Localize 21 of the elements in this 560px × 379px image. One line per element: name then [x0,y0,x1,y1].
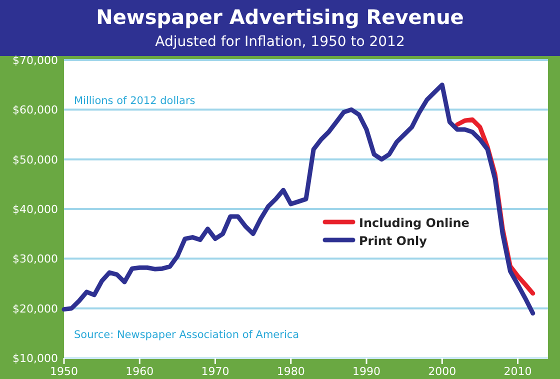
annotation: Millions of 2012 dollars [74,95,196,107]
y-tick-label: $70,000 [12,54,58,67]
x-tick-label: 1970 [201,365,230,378]
y-tick-label: $60,000 [12,104,58,117]
legend-label: Print Only [359,234,428,248]
x-tick-label: 1990 [352,365,380,378]
chart-subtitle: Adjusted for Inflation, 1950 to 2012 [155,34,405,50]
x-tick-label: 1960 [126,365,154,378]
y-tick-label: $20,000 [12,302,58,316]
line-series [62,82,536,316]
y-tick-label: $50,000 [12,153,58,166]
y-tick-label: $30,000 [12,252,58,266]
chart-title: Newspaper Advertising Revenue [96,5,464,29]
annotation: Source: Newspaper Association of America [74,329,300,341]
x-tick-label: 1980 [276,365,305,378]
x-tick-label: 1950 [50,365,78,378]
x-tick-label: 2000 [428,365,456,378]
legend-label: Including Online [359,216,470,230]
x-tick-label: 2010 [504,365,532,378]
y-tick-label: $40,000 [12,203,58,216]
y-tick-label: $10,000 [12,352,58,365]
